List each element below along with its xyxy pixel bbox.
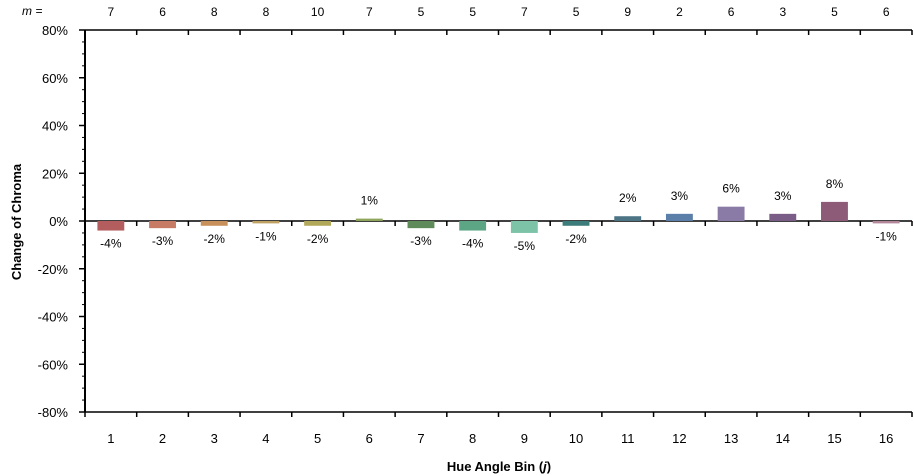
data-label: 1%: [361, 194, 379, 208]
y-tick-label: 0%: [49, 214, 68, 229]
data-label: 2%: [619, 191, 637, 205]
y-tick-label: -40%: [38, 310, 69, 325]
y-tick-label: 20%: [42, 166, 68, 181]
y-tick-label: 60%: [42, 71, 68, 86]
x-tick-label: 10: [569, 431, 583, 446]
y-tick-label: 40%: [42, 119, 68, 134]
y-tick-label: -20%: [38, 262, 69, 277]
x-tick-label: 15: [827, 431, 841, 446]
bar: [769, 213, 797, 221]
m-value-label: 5: [469, 5, 476, 19]
x-tick-label: 7: [417, 431, 424, 446]
x-tick-label: 3: [211, 431, 218, 446]
x-axis-title: Hue Angle Bin (j): [447, 459, 551, 474]
bar: [459, 221, 487, 231]
data-label: -3%: [410, 234, 432, 248]
labels: -80% -60% -40% -20% 0% 20% 40% 60% 80% -4% 1 7 -3% 2 6…: [38, 5, 898, 446]
data-label: -2%: [204, 232, 226, 246]
bar: [614, 216, 642, 221]
x-tick-label: 14: [776, 431, 790, 446]
x-tick-label: 9: [521, 431, 528, 446]
m-value-label: 5: [573, 5, 580, 19]
bar: [717, 206, 745, 221]
bar: [872, 221, 900, 224]
data-label: -4%: [100, 237, 122, 251]
m-value-label: 7: [366, 5, 373, 19]
y-tick-label: 80%: [42, 23, 68, 38]
data-label: -1%: [255, 229, 277, 243]
data-label: 3%: [774, 189, 792, 203]
data-label: 3%: [671, 189, 689, 203]
bar: [407, 221, 435, 229]
m-value-label: 7: [108, 5, 115, 19]
data-label: 8%: [826, 177, 844, 191]
bars: [97, 201, 900, 233]
bar: [149, 221, 176, 229]
bar: [562, 221, 590, 226]
m-value-label: 7: [521, 5, 528, 19]
bar: [821, 201, 848, 221]
data-label: 6%: [722, 182, 740, 196]
m-value-label: 3: [779, 5, 786, 19]
m-value-label: 9: [624, 5, 631, 19]
m-value-label: 5: [418, 5, 425, 19]
m-value-label: 6: [159, 5, 166, 19]
data-label: -3%: [152, 234, 174, 248]
m-value-label: 10: [311, 5, 325, 19]
y-tick-label: -80%: [38, 405, 69, 420]
m-value-label: 2: [676, 5, 683, 19]
data-label: -4%: [462, 237, 484, 251]
m-value-label: 6: [883, 5, 890, 19]
y-axis-title: Change of Chroma: [9, 163, 24, 280]
m-value-label: 6: [728, 5, 735, 19]
x-tick-label: 5: [314, 431, 321, 446]
x-tick-label: 16: [879, 431, 893, 446]
x-tick-label: 1: [107, 431, 114, 446]
data-label: -1%: [875, 229, 897, 243]
x-tick-label: 2: [159, 431, 166, 446]
bar: [200, 221, 228, 226]
m-value-label: 8: [211, 5, 218, 19]
x-tick-label: 6: [366, 431, 373, 446]
x-tick-label: 8: [469, 431, 476, 446]
x-tick-label: 13: [724, 431, 738, 446]
bar: [252, 221, 280, 224]
data-label: -2%: [307, 232, 329, 246]
bar: [97, 221, 125, 231]
x-tick-label: 12: [672, 431, 686, 446]
y-tick-label: -60%: [38, 357, 69, 372]
m-value-label: 5: [831, 5, 838, 19]
x-tick-label: 4: [262, 431, 269, 446]
bar: [665, 213, 693, 221]
x-tick-label: 11: [621, 431, 635, 446]
bar: [355, 218, 383, 221]
bar: [510, 221, 538, 233]
data-label: -5%: [514, 239, 536, 253]
m-prefix-label: m =: [22, 4, 42, 18]
m-value-label: 8: [263, 5, 270, 19]
bar: [304, 221, 332, 226]
data-label: -2%: [565, 232, 587, 246]
